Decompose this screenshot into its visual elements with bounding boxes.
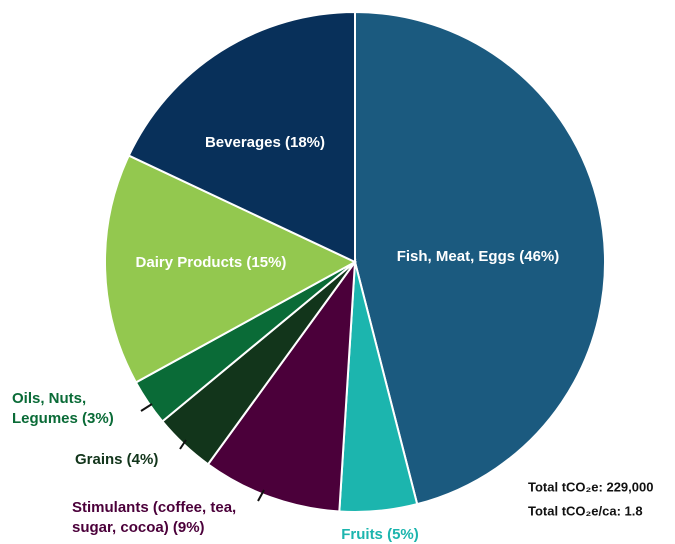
slice-label: Stimulants (coffee, tea, sugar, cocoa) (9…	[72, 499, 236, 536]
annotation: Total tCO₂e/ca: 1.8	[528, 503, 643, 518]
pie	[104, 10, 606, 513]
slice-label: Grains (4%)	[75, 451, 158, 468]
pie-slice	[104, 154, 358, 384]
slice-label: Dairy Products (15%)	[136, 254, 287, 271]
slice-label: Fish, Meat, Eggs (46%)	[397, 248, 560, 265]
leader-line	[140, 403, 153, 412]
pie-slice	[127, 10, 356, 264]
slice-label: Oils, Nuts, Legumes (3%)	[12, 390, 114, 427]
slice-label: Beverages (18%)	[205, 134, 325, 151]
pie-slice	[354, 10, 606, 506]
leader-line	[257, 489, 265, 502]
labels: Fish, Meat, Eggs (46%) Fruits (5%) Stimula…	[12, 134, 559, 543]
annotation: Total tCO₂e: 229,000	[528, 479, 653, 494]
slice-label: Fruits (5%)	[341, 526, 419, 543]
leader-line	[179, 439, 187, 450]
pie-slice	[206, 258, 357, 513]
